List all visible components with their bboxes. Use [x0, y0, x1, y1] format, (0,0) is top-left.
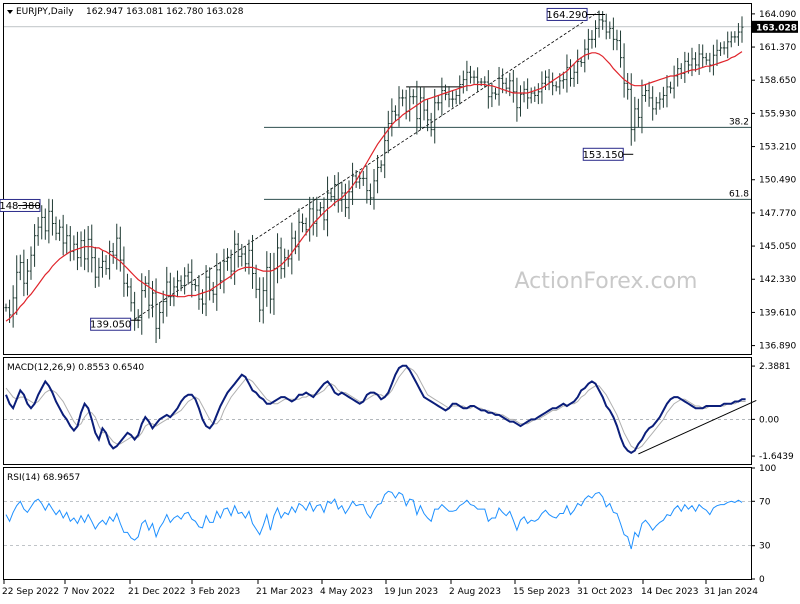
price-layer: 38.2 61.8 148.380 139.050 164.290 153.150 [0, 7, 751, 344]
last-price-label: 163.028 [756, 23, 797, 33]
price-tick-label: 158.650 [759, 76, 796, 86]
watermark: ActionForex.com [515, 269, 698, 294]
price-tick-label: 145.050 [759, 242, 796, 252]
rsi-tick-label: 0 [759, 575, 765, 585]
price-tick-label: 147.770 [759, 209, 796, 219]
macd-trendline [638, 399, 757, 455]
x-tick-label: 19 Jun 2023 [384, 587, 438, 597]
rsi-tick-label: 100 [759, 464, 776, 474]
macd-line [5, 364, 746, 454]
price-annotation-label: 139.050 [90, 320, 131, 331]
x-tick-label: 14 Dec 2023 [641, 587, 699, 597]
x-tick-label: 21 Mar 2023 [256, 587, 313, 597]
x-tick-label: 2 Aug 2023 [449, 587, 501, 597]
macd-layer [4, 364, 757, 455]
x-tick-label: 15 Sep 2023 [513, 587, 570, 597]
price-tick-label: 136.890 [759, 342, 796, 352]
fib-level-label: 61.8 [729, 189, 749, 199]
price-annotation-box [90, 317, 132, 331]
price-tick-label: 150.490 [759, 176, 796, 186]
symbol-label: EURJPY,Daily [16, 7, 74, 17]
macd-tick-label: 2.3881 [759, 362, 791, 372]
macd-panel-frame [3, 357, 752, 465]
macd-label: MACD(12,26,9) 0.8553 0.6540 [7, 363, 144, 373]
x-tick-label: 7 Nov 2022 [63, 587, 115, 597]
fib-level-label: 38.2 [729, 117, 749, 127]
macd-tick-label: 0.00 [759, 415, 779, 425]
price-tick-label: 161.370 [759, 43, 796, 53]
ohlc-values: 162.947 163.081 162.780 163.028 [86, 7, 244, 17]
x-tick-label: 22 Sep 2022 [2, 587, 59, 597]
axis-layer: 164.090 161.370 158.650 155.930 153.210 150.4… [2, 10, 798, 597]
price-tick-label: 142.330 [759, 275, 796, 285]
x-tick-label: 21 Dec 2022 [128, 587, 186, 597]
rsi-label: RSI(14) 68.9657 [7, 473, 80, 483]
price-annotation-label: 148.380 [0, 201, 41, 212]
price-tick-label: 153.210 [759, 143, 796, 153]
price-tick-label: 155.930 [759, 109, 796, 119]
price-header: EURJPY,Daily 162.947 163.081 162.780 163… [7, 7, 244, 17]
moving-average-line [5, 51, 743, 322]
x-tick-label: 3 Feb 2023 [190, 587, 240, 597]
price-annotation-label: 164.290 [546, 10, 587, 21]
dropdown-triangle-icon [7, 10, 13, 14]
x-tick-label: 4 May 2023 [320, 587, 373, 597]
rsi-panel-frame [3, 467, 752, 580]
rsi-tick-label: 30 [759, 542, 771, 552]
macd-signal-line [5, 367, 746, 449]
rsi-line [5, 490, 743, 550]
macd-tick-label: -1.6439 [759, 452, 794, 462]
x-tick-label: 31 Jan 2024 [704, 587, 758, 597]
rsi-tick-label: 70 [759, 497, 771, 507]
price-tick-label: 139.610 [759, 308, 796, 318]
dashed-trendline [134, 11, 600, 320]
rsi-layer [4, 490, 751, 550]
x-tick-label: 31 Oct 2023 [577, 587, 633, 597]
last-price-tag [752, 20, 798, 33]
price-tick-label: 164.090 [759, 10, 796, 20]
price-annotation-label: 153.150 [583, 150, 624, 161]
price-panel-frame [3, 3, 752, 355]
